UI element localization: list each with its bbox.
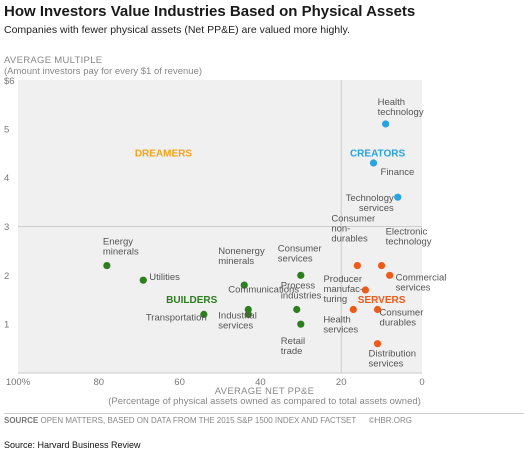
data-point (349, 305, 357, 314)
point-label: Energy minerals (103, 237, 139, 258)
data-point (378, 261, 386, 270)
data-point (369, 159, 378, 167)
point-label: Consumer services (278, 243, 322, 264)
source-text: OPEN MATTERS, BASED ON DATA FROM THE 201… (40, 416, 357, 425)
data-point (297, 320, 305, 328)
data-point (361, 286, 370, 294)
x-tick-label: 0 (419, 377, 424, 388)
x-tick-label: 80 (94, 377, 105, 388)
point-label: Distribution services (369, 349, 417, 370)
y-axis-title: AVERAGE MULTIPLE (4, 55, 103, 66)
point-label: Health services (323, 315, 358, 336)
point-label: Consumer non-durables (331, 214, 375, 245)
source-note: SOURCE OPEN MATTERS, BASED ON DATA FROM … (4, 416, 356, 425)
data-point (394, 193, 402, 201)
x-tick-label: 20 (336, 377, 347, 388)
quadrant-label-builders: BUILDERS (166, 295, 217, 306)
point-label: Retail trade (281, 336, 305, 357)
quadrant-label-creators: CREATORS (350, 148, 406, 159)
data-point (386, 271, 394, 279)
quadrant-label-dreamers: DREAMERS (135, 148, 193, 159)
chart-subtitle: Companies with fewer physical assets (Ne… (4, 24, 350, 36)
data-point (103, 261, 111, 270)
data-point (297, 271, 305, 279)
data-point (293, 305, 301, 314)
y-tick-label: 2 (4, 271, 9, 282)
data-point (139, 276, 147, 284)
data-point (382, 120, 390, 128)
credit-text: ©HBR.ORG (368, 416, 412, 425)
data-point (373, 305, 382, 314)
y-tick-label: 3 (4, 222, 9, 233)
y-tick-label: 1 (4, 320, 9, 331)
point-label: Communications (228, 285, 299, 296)
point-label: Electronic technology (386, 227, 432, 248)
data-point (353, 261, 361, 270)
x-axis-title: AVERAGE NET PP&E (214, 386, 315, 397)
x-tick-label: 100% (6, 377, 31, 388)
point-label: Health technology (378, 97, 424, 118)
point-label: Utilities (149, 272, 180, 283)
y-axis-subtitle: (Amount investors pay for every $1 of re… (4, 66, 203, 77)
data-point (200, 310, 208, 318)
point-label: Nonenergy minerals (218, 246, 265, 267)
point-label: Commercial services (396, 272, 447, 293)
y-tick-label: 5 (4, 124, 9, 135)
bottom-source: Source: Harvard Business Review (4, 440, 141, 450)
point-label: Technology services (346, 193, 394, 214)
point-label: Transportation (146, 312, 207, 323)
data-point (240, 281, 248, 289)
y-tick-label: 4 (4, 173, 9, 184)
source-label: SOURCE (4, 416, 39, 425)
point-label: Producer manufac-turing (323, 274, 363, 305)
y-tick-label: $6 (4, 76, 15, 87)
x-tick-label: 40 (255, 377, 266, 388)
data-point (373, 340, 382, 348)
x-axis-subtitle: (Percentage of physical assets owned as … (108, 396, 421, 407)
point-label: Process industries (281, 281, 322, 302)
data-point (244, 310, 252, 318)
footer-divider (4, 413, 524, 414)
x-tick-label: 60 (174, 377, 185, 388)
quadrant-label-servers: SERVERS (358, 295, 406, 306)
point-label: Consumer durables (380, 308, 424, 329)
point-label: Industrial services (218, 310, 257, 331)
point-label: Finance (381, 167, 415, 178)
chart-title: How Investors Value Industries Based on … (4, 3, 416, 20)
